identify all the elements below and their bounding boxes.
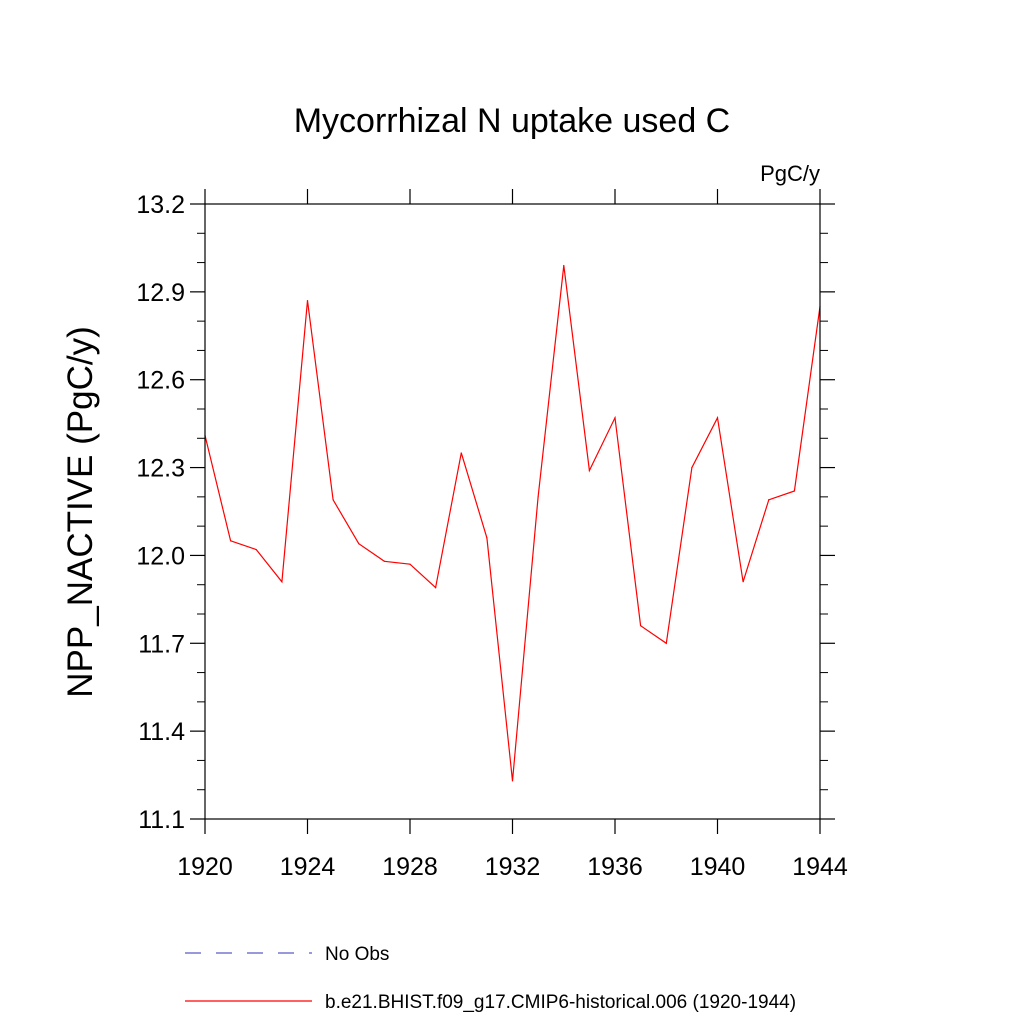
data-point (486, 537, 488, 539)
axis-ticks (190, 189, 835, 834)
data-point (614, 417, 616, 419)
data-point (588, 469, 590, 472)
data-point (640, 625, 642, 627)
x-tick-label: 1924 (280, 853, 336, 881)
data-point (793, 490, 795, 492)
data-point (255, 548, 257, 551)
plot-frame (204, 203, 821, 820)
series-line-0 (204, 265, 821, 781)
data-point (563, 264, 565, 267)
data-point (768, 499, 770, 501)
data-point (306, 300, 309, 302)
data-point (409, 563, 411, 565)
data-point (742, 581, 744, 583)
legend: No Obs b.e21.BHIST.f09_g17.CMIP6-histori… (185, 944, 796, 1013)
y-tick-label: 11.4 (138, 718, 185, 746)
y-axis-label: NPP_NACTIVE (PgC/y) (61, 326, 100, 697)
series-layer (204, 264, 821, 782)
x-tick-labels: 1920 1924 1928 1932 1936 1940 1944 (177, 853, 848, 881)
y-tick-label: 12.9 (136, 279, 185, 307)
data-point (691, 466, 693, 469)
y-tick-labels: 11.1 11.4 11.7 12.0 12.3 12.6 12.9 13.2 (136, 191, 185, 834)
x-tick-label: 1944 (792, 853, 848, 881)
y-tick-label: 12.3 (136, 455, 185, 483)
data-point (281, 581, 283, 583)
legend-label-no-obs: No Obs (325, 944, 389, 965)
data-point (716, 417, 719, 419)
y-tick-label: 13.2 (136, 191, 185, 219)
data-point (332, 499, 334, 501)
chart-title: Mycorrhizal N uptake used C (294, 102, 731, 140)
data-point (383, 560, 385, 562)
data-point (435, 587, 437, 589)
data-point (460, 452, 462, 454)
units-label: PgC/y (760, 161, 820, 186)
data-point (230, 540, 232, 542)
y-tick-label: 12.6 (136, 367, 185, 395)
legend-label-historical: b.e21.BHIST.f09_g17.CMIP6-historical.006… (325, 992, 796, 1013)
data-point (358, 543, 360, 545)
x-tick-label: 1928 (382, 853, 438, 881)
data-point (537, 496, 539, 498)
x-tick-label: 1920 (177, 853, 233, 881)
y-tick-label: 12.0 (136, 542, 185, 570)
data-point (511, 780, 514, 782)
x-tick-label: 1940 (690, 853, 746, 881)
x-tick-label: 1936 (587, 853, 643, 881)
data-point (665, 642, 667, 644)
x-tick-label: 1932 (485, 853, 541, 881)
y-tick-label: 11.1 (138, 806, 185, 834)
y-tick-label: 11.7 (138, 630, 185, 658)
